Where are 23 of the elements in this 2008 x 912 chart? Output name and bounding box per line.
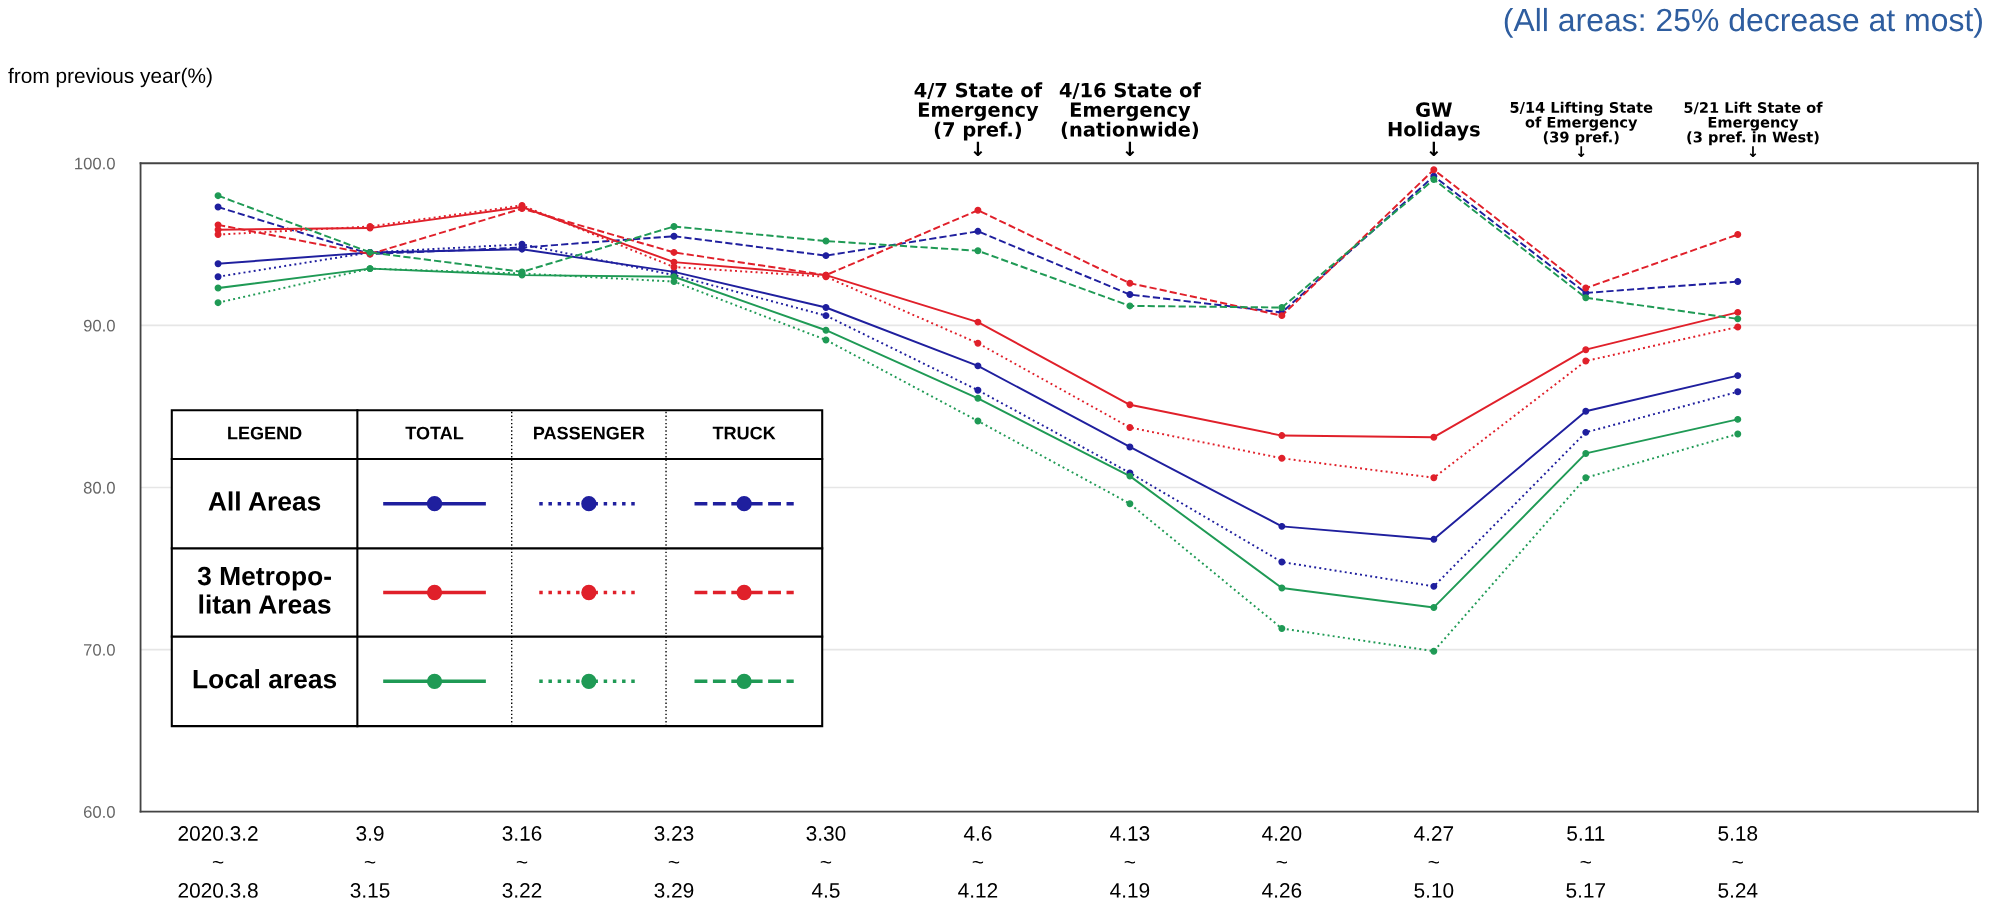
x-tick-label: 3.16 ~ 3.22: [502, 826, 542, 898]
text: (All areas: 25% decrease at most): [1504, 7, 1982, 38]
x-tick-label: 5.18 ~ 5.24: [1718, 826, 1758, 898]
x-tick-label: 4.6 ~ 4.12: [958, 826, 998, 898]
y-tick-label: 60.0: [83, 806, 115, 818]
x-tick-label: 4.20 ~ 4.26: [1262, 826, 1302, 898]
text: 5/14 Lifting State of Emergency (39 pref.) ↓: [1510, 101, 1653, 158]
y-tick-label: 80.0: [83, 481, 115, 494]
y-tick-label: 70.0: [83, 643, 115, 656]
x-tick-label: 4.27 ~ 5.10: [1414, 826, 1454, 898]
y-tick-label: 90.0: [83, 319, 115, 332]
text: 4/7 State of Emergency (7 pref.) ↓: [914, 82, 1043, 157]
x-tick-label: 3.23 ~ 3.29: [654, 826, 694, 898]
text: 4/16 State of Emergency (nationwide) ↓: [1059, 82, 1202, 157]
x-tick-label: 3.30 ~ 4.5: [806, 826, 846, 898]
y-tick-label: 100.0: [75, 157, 115, 170]
x-tick-label: 5.11 ~ 5.17: [1566, 826, 1606, 898]
text: GW Holidays ↓: [1388, 102, 1480, 157]
x-tick-label: 2020.3.2 ~ 2020.3.8: [178, 826, 258, 898]
x-tick-label: 4.13 ~ 4.19: [1110, 826, 1150, 898]
x-tick-label: 3.9 ~ 3.15: [350, 826, 390, 898]
text: 5/21 Lift State of Emergency (3 pref. in West) ↓: [1684, 101, 1823, 158]
y-axis-title: from previous year(%): [8, 67, 212, 88]
